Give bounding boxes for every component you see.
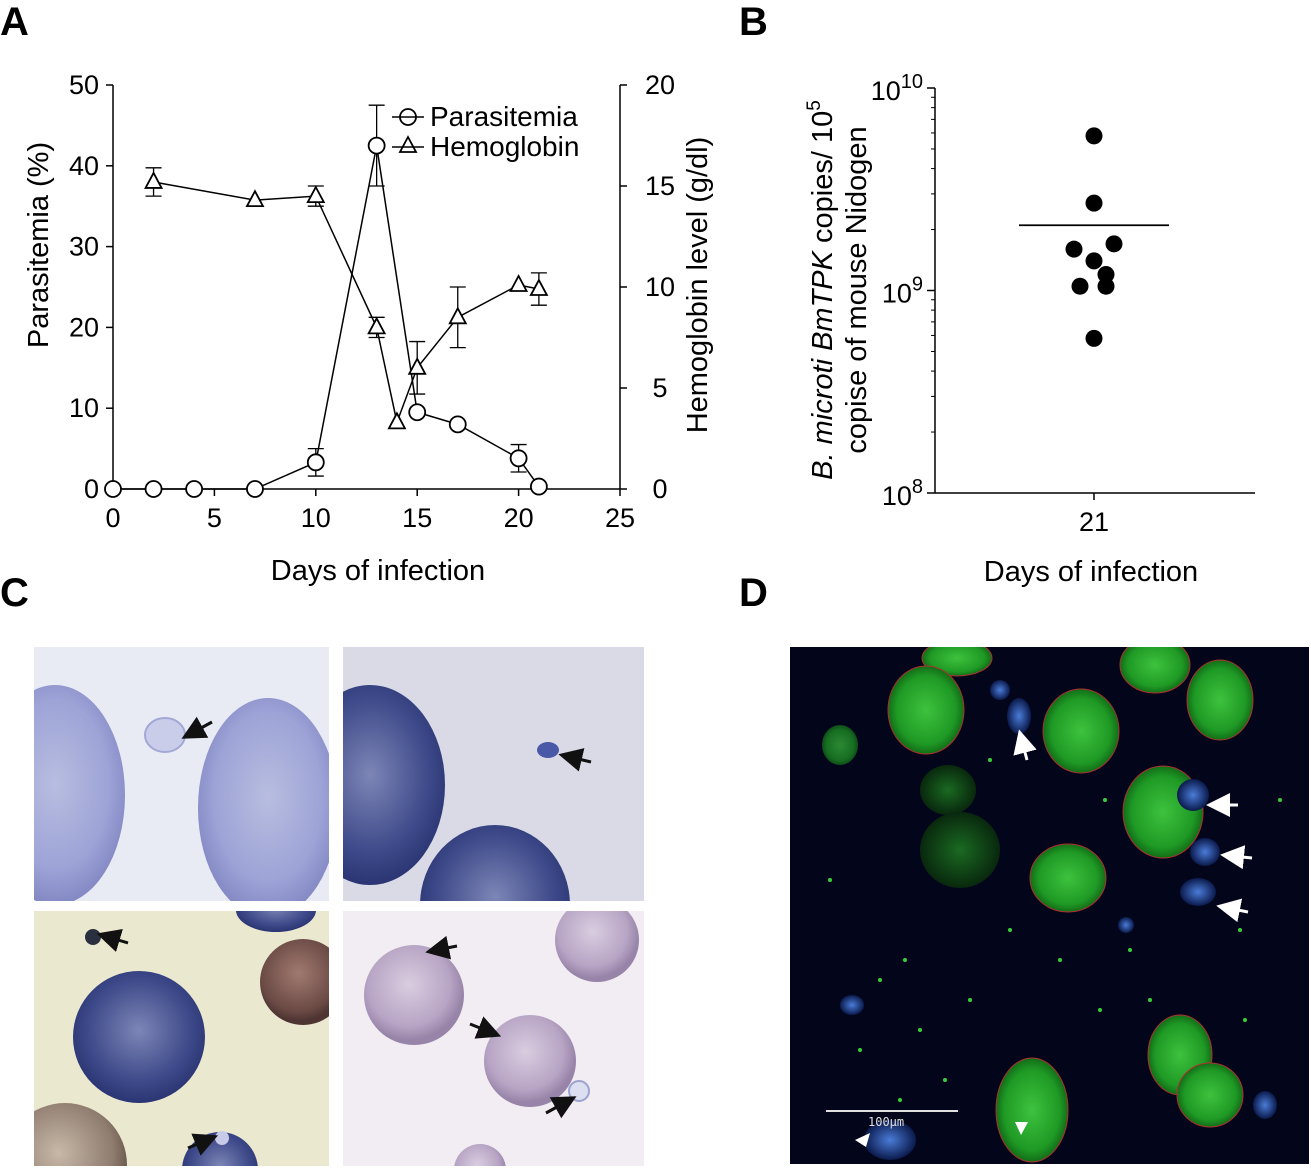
- y-right-tick-label: 10: [645, 272, 675, 302]
- chart-a: 0 5 10 15 20 25 0 10 20 30 40 50 0 5 10 15 20 Days of in…: [23, 70, 714, 587]
- data-point-hemoglobin: [407, 356, 427, 375]
- y-tick-base: 10: [871, 76, 901, 106]
- data-point-hemoglobin: [509, 274, 529, 292]
- x-tick-label: 25: [605, 503, 635, 533]
- data-point-hemoglobin: [245, 189, 265, 208]
- chart-a-legend: Parasitemia Hemoglobin: [392, 101, 579, 162]
- data-point-hemoglobin: [306, 185, 326, 204]
- panel-letter-c: C: [0, 571, 29, 615]
- data-point: [1065, 240, 1083, 258]
- data-point-hemoglobin: [448, 306, 468, 325]
- panel-letter-b: B: [739, 0, 768, 44]
- y-tick-base: 10: [882, 481, 912, 511]
- x-tick-label: 21: [1079, 507, 1109, 537]
- y-tick-label: 108: [882, 476, 923, 511]
- chart-b-xlabel: Days of infection: [984, 556, 1198, 588]
- data-point-hemoglobin: [387, 411, 407, 430]
- x-tick-label: 0: [105, 503, 120, 533]
- data-point-parasitemia: [185, 480, 204, 498]
- data-point-parasitemia: [509, 449, 528, 468]
- data-point-parasitemia: [246, 480, 264, 498]
- y-right-tick-label: 0: [652, 474, 667, 504]
- y-right-tick-label: 20: [645, 70, 675, 100]
- data-point-hemoglobin: [367, 316, 387, 335]
- y-left-tick-label: 10: [69, 393, 99, 423]
- data-point-parasitemia: [104, 480, 122, 498]
- data-point-parasitemia: [306, 453, 325, 472]
- chart-a-marks: [104, 104, 549, 498]
- data-point-parasitemia: [144, 480, 163, 498]
- data-point-parasitemia: [529, 477, 548, 496]
- y-right-tick-label: 15: [645, 171, 675, 201]
- micrograph-c-top-right: [343, 647, 644, 901]
- y-left-tick-label: 20: [69, 312, 99, 342]
- chart-a-ylabel-right: Hemoglobin level (g/dl): [682, 137, 714, 434]
- panel-c-micrographs: [34, 647, 644, 1166]
- chart-b-ylabel-line2: copise of mouse Nidogen: [841, 126, 873, 453]
- y-tick-label: 109: [882, 274, 923, 309]
- y-right-tick-label: 5: [652, 373, 667, 403]
- data-point: [1085, 252, 1103, 270]
- chart-b-ylabel-rest: copies/ 10: [807, 111, 839, 251]
- data-point: [1085, 329, 1103, 347]
- y-left-tick-label: 50: [69, 70, 99, 100]
- data-point: [1085, 127, 1103, 145]
- y-left-tick-label: 0: [84, 474, 99, 504]
- legend-hemoglobin: Hemoglobin: [430, 131, 579, 162]
- chart-b-ylabel-line1: B. microti BmTPK copies/ 105: [804, 100, 839, 480]
- panel-letter-d: D: [739, 571, 768, 615]
- legend-parasitemia: Parasitemia: [430, 101, 578, 132]
- chart-a-xlabel: Days of infection: [271, 555, 485, 587]
- scale-bar-label: 100µm: [868, 1115, 904, 1129]
- y-tick-base: 10: [882, 279, 912, 309]
- x-tick-label: 20: [504, 503, 534, 533]
- data-point-hemoglobin: [529, 278, 549, 296]
- y-tick-exponent: 10: [901, 71, 923, 93]
- panel-letter-a: A: [0, 0, 29, 44]
- chart-b-marks: [1019, 127, 1169, 347]
- y-tick-exponent: 8: [912, 476, 923, 498]
- data-point: [1097, 265, 1115, 283]
- chart-a-ylabel-left: Parasitemia (%): [23, 142, 55, 348]
- legend-triangle-marker: [398, 135, 418, 153]
- y-tick-exponent: 9: [912, 274, 923, 296]
- micrograph-c-bottom-right: [343, 911, 644, 1166]
- data-point-parasitemia: [367, 136, 386, 155]
- y-left-tick-label: 40: [69, 151, 99, 181]
- x-tick-label: 15: [402, 503, 432, 533]
- data-point: [1085, 194, 1103, 212]
- data-point-hemoglobin: [144, 171, 164, 189]
- chart-b-ylabel-sup: 5: [804, 100, 825, 111]
- x-tick-label: 5: [207, 503, 222, 533]
- micrograph-c-top-left: [34, 647, 329, 901]
- data-point-parasitemia: [448, 415, 467, 434]
- chart-a-axes: 0 5 10 15 20 25 0 10 20 30 40 50 0 5 10 15 20: [69, 70, 675, 533]
- data-point-parasitemia: [408, 403, 427, 422]
- series-line-parasitemia: [113, 145, 540, 490]
- data-point: [1105, 235, 1123, 253]
- y-tick-label: 1010: [871, 71, 923, 106]
- data-point: [1097, 277, 1115, 295]
- x-tick-label: 10: [301, 503, 331, 533]
- y-left-tick-label: 30: [69, 232, 99, 262]
- micrograph-c-bottom-left: [34, 911, 329, 1166]
- data-point: [1071, 277, 1089, 295]
- panel-d-micrograph: 100µm: [790, 647, 1309, 1164]
